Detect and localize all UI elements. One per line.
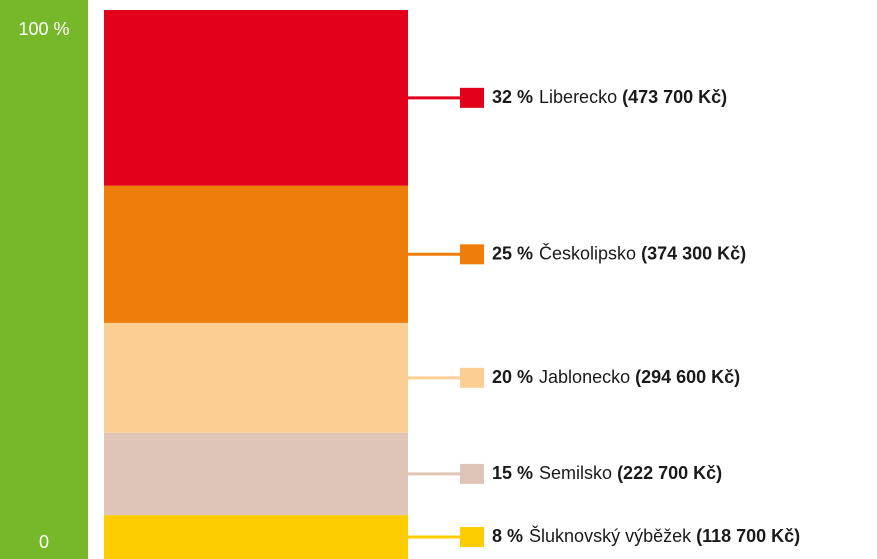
segment-label: 20 % Jablonecko (294 600 Kč) bbox=[492, 367, 740, 387]
value-label: 32 % bbox=[492, 87, 533, 107]
segment-label: 8 % Šluknovský výběžek (118 700 Kč) bbox=[492, 525, 800, 546]
series-name: Jablonecko bbox=[539, 367, 630, 387]
legend-swatch bbox=[460, 367, 484, 388]
axis-bar bbox=[0, 0, 88, 559]
bar-segment bbox=[104, 185, 408, 323]
value-label: 15 % bbox=[492, 463, 533, 483]
legend-swatch bbox=[460, 463, 484, 484]
value-label: 25 % bbox=[492, 243, 533, 263]
bar-segment bbox=[104, 515, 408, 559]
segment-label: 32 % Liberecko (473 700 Kč) bbox=[492, 87, 727, 107]
series-name: Semilsko bbox=[539, 463, 612, 483]
legend-swatch bbox=[460, 527, 484, 548]
value-label: 8 % bbox=[492, 526, 523, 546]
bar-segment bbox=[104, 432, 408, 516]
series-name: Liberecko bbox=[539, 87, 617, 107]
segment-label: 25 % Českolipsko (374 300 Kč) bbox=[492, 242, 746, 263]
series-name: Českolipsko bbox=[539, 242, 636, 263]
legend-swatch bbox=[460, 244, 484, 265]
bar-segment bbox=[104, 10, 408, 186]
value-label: 20 % bbox=[492, 367, 533, 387]
amount-label: (222 700 Kč) bbox=[617, 463, 722, 483]
y-tick-label: 0 bbox=[39, 532, 49, 552]
segment-label: 15 % Semilsko (222 700 Kč) bbox=[492, 463, 722, 483]
amount-label: (294 600 Kč) bbox=[635, 367, 740, 387]
legend-swatch bbox=[460, 87, 484, 108]
y-tick-label: 100 % bbox=[18, 19, 69, 39]
amount-label: (374 300 Kč) bbox=[641, 243, 746, 263]
series-name: Šluknovský výběžek bbox=[529, 525, 692, 546]
bar-segment bbox=[104, 322, 408, 433]
amount-label: (118 700 Kč) bbox=[696, 526, 800, 546]
amount-label: (473 700 Kč) bbox=[622, 87, 727, 107]
